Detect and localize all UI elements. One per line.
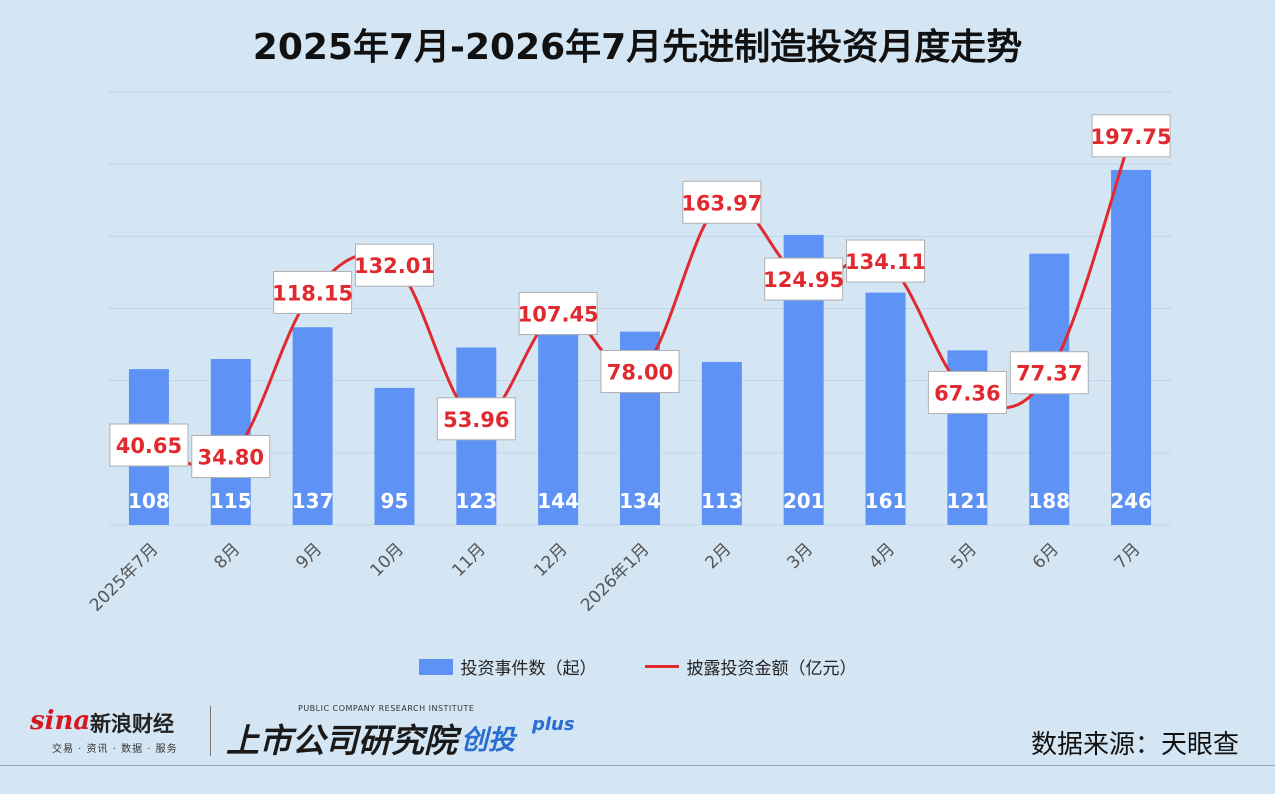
line-label-box	[927, 370, 1007, 414]
bar	[374, 387, 415, 525]
line-label-box	[109, 423, 189, 467]
legend-label-bar: 投资事件数（起）	[460, 659, 597, 679]
line-label-box	[846, 239, 926, 283]
logo-divider	[210, 706, 211, 756]
institute-plus: plus	[532, 714, 575, 735]
line-value-label: 163.97	[681, 191, 762, 215]
line-value-label: 34.80	[198, 446, 264, 470]
line-label-box	[764, 257, 844, 301]
bar-value-label: 246	[1110, 489, 1152, 513]
x-tick-label: 2026年1月	[577, 539, 653, 615]
footer-divider	[0, 765, 1275, 766]
bar-value-label: 144	[537, 489, 579, 513]
bar	[865, 292, 906, 525]
institute-name: 上市公司研究院	[226, 721, 457, 760]
bar-value-label: 161	[865, 489, 907, 513]
bar-value-label: 123	[455, 489, 497, 513]
line-value-label: 40.65	[116, 434, 182, 458]
bar-value-label: 134	[619, 489, 661, 513]
x-tick-label: 3月	[783, 539, 817, 573]
line-value-label: 107.45	[518, 303, 599, 327]
bar-value-label: 137	[292, 489, 334, 513]
x-tick-label: 12月	[530, 539, 571, 580]
line-value-label: 67.36	[934, 381, 1000, 405]
x-tick-label: 10月	[367, 539, 408, 580]
line-value-label: 197.75	[1091, 125, 1172, 149]
legend-swatch-bar	[418, 658, 453, 675]
line-value-label: 118.15	[272, 281, 353, 305]
legend-swatch-line	[644, 665, 679, 668]
x-tick-labels: 2025年7月 8月 9月 10月 11月 12月 2026年1月 2月 3月 4月 5月 6月 7月	[86, 539, 1145, 615]
line-label-box	[682, 180, 762, 224]
x-tick-label: 7月	[1111, 539, 1145, 573]
bar	[701, 361, 742, 525]
bar	[538, 317, 579, 525]
x-tick-label: 11月	[448, 539, 489, 580]
chart-title: 2025年7月-2026年7月先进制造投资月度走势	[252, 27, 1023, 68]
bar-value-labels: 108 115 137 95 123 144 134 113 201 161 121 188 246	[128, 489, 1152, 513]
sina-logo-text: sina	[30, 706, 91, 736]
line-label-box	[191, 435, 271, 479]
line-value-label: 134.11	[845, 250, 926, 274]
sina-finance-logo: sina 新浪财经 交易 · 资讯 · 数据 · 服务	[30, 706, 200, 756]
line-value-label: 132.01	[354, 254, 435, 278]
institute-tag: 创投	[461, 725, 515, 756]
line-label-box	[436, 397, 516, 441]
line-label-box	[354, 243, 434, 287]
x-tick-label: 5月	[947, 539, 981, 573]
bar	[1111, 169, 1152, 525]
legend-label-line: 披露投资金额（亿元）	[686, 659, 857, 679]
legend: 投资事件数（起） 披露投资金额（亿元）	[0, 654, 1275, 679]
bar-value-label: 115	[210, 489, 252, 513]
data-source: 数据来源：天眼查	[1030, 730, 1239, 760]
institute-logo: PUBLIC COMPANY RESEARCH INSTITUTE 上市公司研究…	[226, 700, 626, 760]
sina-subtitle: 交易 · 资讯 · 数据 · 服务	[52, 744, 178, 755]
legend-item-bar[interactable]: 投资事件数（起）	[418, 654, 597, 679]
x-tick-label: 2025年7月	[86, 539, 162, 615]
line-label-box	[1091, 114, 1171, 158]
line-label-box	[518, 292, 598, 336]
bar-value-label: 188	[1028, 489, 1070, 513]
line-label-box	[273, 270, 353, 314]
bar-value-label: 95	[381, 489, 409, 513]
line-label-box	[600, 349, 680, 393]
bar-value-label: 113	[701, 489, 743, 513]
bar-value-label: 108	[128, 489, 170, 513]
x-tick-label: 2月	[702, 539, 736, 573]
line-value-label: 124.95	[763, 268, 844, 292]
chart-canvas: 108 115 137 95 123 144 134 113 201 161 121 188 246 4…	[86, 91, 1172, 616]
x-tick-label: 6月	[1029, 539, 1063, 573]
legend-item-line[interactable]: 披露投资金额（亿元）	[644, 654, 857, 679]
x-tick-label: 9月	[292, 539, 326, 573]
x-tick-label: 4月	[865, 539, 899, 573]
line-value-label: 53.96	[443, 408, 509, 432]
sina-name: 新浪财经	[90, 712, 174, 736]
line-label-box	[1009, 351, 1089, 395]
line-value-label: 77.37	[1016, 362, 1082, 386]
institute-english: PUBLIC COMPANY RESEARCH INSTITUTE	[298, 704, 475, 713]
bar	[292, 327, 333, 525]
x-tick-label: 8月	[210, 539, 244, 573]
bar-value-label: 201	[783, 489, 825, 513]
bar-value-label: 121	[947, 489, 989, 513]
line-value-label: 78.00	[607, 360, 673, 384]
